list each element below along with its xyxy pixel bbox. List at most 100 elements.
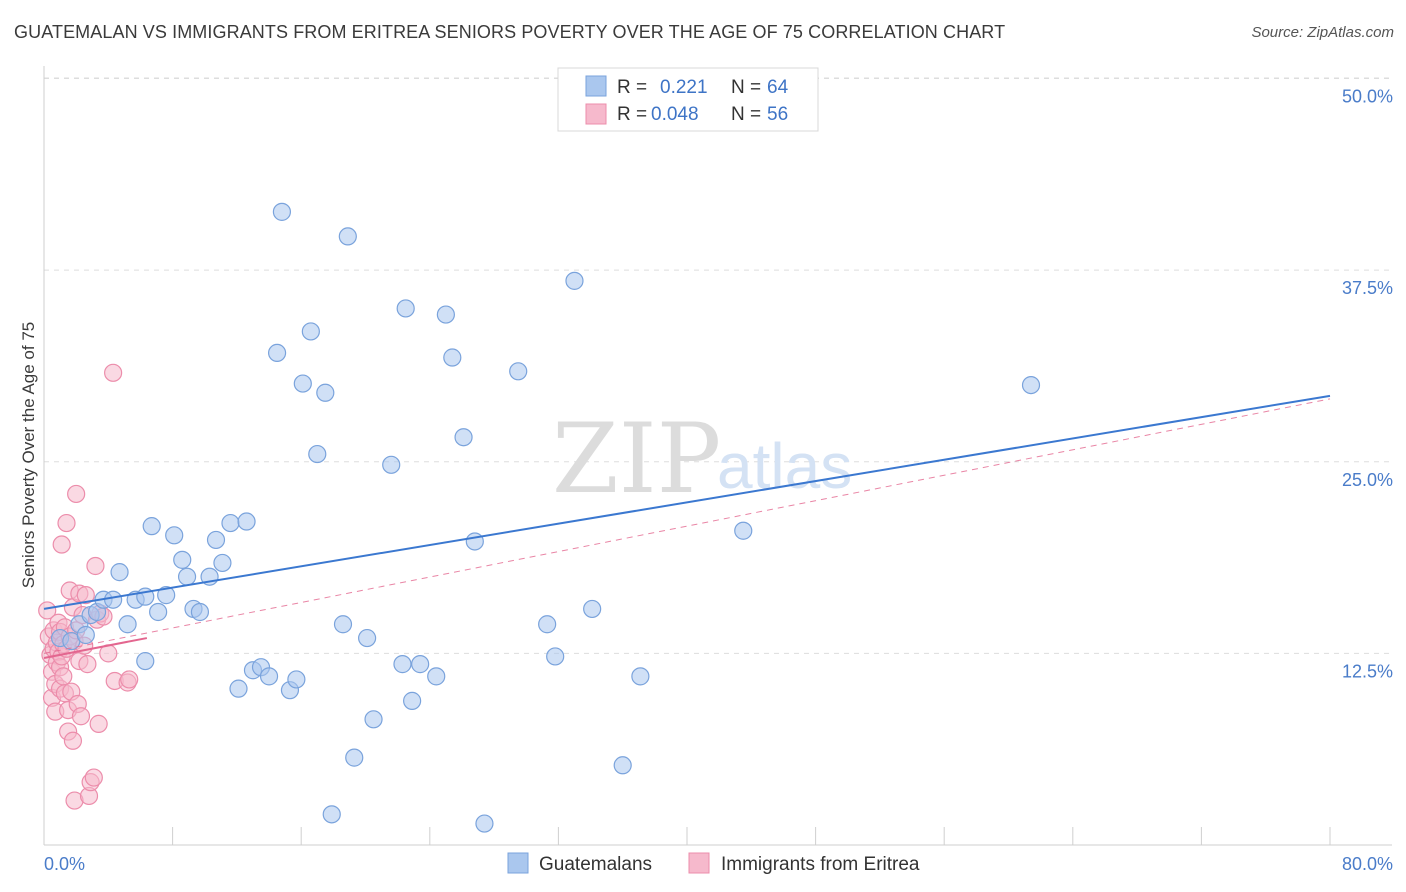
guatemalans-point-15 bbox=[157, 586, 176, 605]
eritrea-point-42 bbox=[78, 655, 97, 674]
guatemalans-point-56 bbox=[538, 615, 557, 634]
guatemalans-point-38 bbox=[322, 805, 341, 824]
grid-layer bbox=[44, 77, 1392, 654]
guatemalans-point-61 bbox=[631, 667, 650, 686]
top-legend: R = 0.221 N = 64 R = 0.048 N = 56 bbox=[557, 67, 819, 132]
guatemalans-point-8 bbox=[110, 563, 129, 582]
eritrea-point-33 bbox=[67, 484, 86, 504]
guatemalans-point-14 bbox=[149, 602, 168, 622]
guatemalans-point-26 bbox=[237, 512, 256, 531]
legend-r-value-1: 0.221 bbox=[660, 77, 708, 98]
legend-swatch-eritrea bbox=[585, 103, 607, 125]
guatemalans-point-42 bbox=[358, 628, 377, 648]
eritrea-point-0 bbox=[38, 601, 57, 620]
guatemalans-point-25 bbox=[229, 679, 248, 698]
eritrea-point-45 bbox=[84, 768, 103, 787]
guatemalans-point-54 bbox=[475, 814, 494, 833]
guatemalans-point-7 bbox=[104, 590, 123, 609]
eritrea-point-55 bbox=[120, 670, 139, 689]
legend-n-label-2: N = bbox=[731, 104, 761, 125]
guatemalans-point-49 bbox=[427, 667, 446, 686]
guatemalans-point-62 bbox=[734, 521, 753, 540]
series-guatemalans bbox=[50, 202, 1041, 833]
legend-n-label-1: N = bbox=[731, 77, 761, 98]
guatemalans-point-46 bbox=[396, 299, 415, 318]
bottom-legend-swatch-guatemalans bbox=[507, 852, 529, 874]
legend-n-value-1: 64 bbox=[767, 77, 789, 98]
source-label: Source: ZipAtlas.com bbox=[1251, 24, 1394, 41]
bottom-legend-swatch-eritrea bbox=[688, 852, 710, 874]
guatemalans-point-48 bbox=[411, 655, 430, 674]
guatemalans-point-13 bbox=[142, 517, 161, 536]
guatemalans-point-59 bbox=[583, 599, 602, 619]
y-tick-label-1: 25.0% bbox=[1342, 470, 1393, 490]
legend-r-value-2: 0.048 bbox=[651, 104, 699, 125]
guatemalans-point-36 bbox=[308, 444, 327, 464]
guatemalans-point-20 bbox=[190, 602, 210, 622]
eritrea-point-48 bbox=[89, 714, 108, 733]
legend-n-value-2: 56 bbox=[767, 104, 788, 125]
eritrea-point-22 bbox=[57, 513, 76, 533]
eritrea-point-38 bbox=[71, 707, 91, 726]
eritrea-point-19 bbox=[54, 667, 73, 686]
guatemalans-point-60 bbox=[613, 756, 632, 775]
guatemalans-point-9 bbox=[118, 615, 137, 634]
guatemalans-point-57 bbox=[546, 647, 565, 666]
axis-layer: 12.5% 25.0% 37.5% 50.0% 0.0% 80.0% bbox=[43, 66, 1393, 874]
guatemalans-point-47 bbox=[403, 691, 422, 710]
guatemalans-trend-line bbox=[43, 394, 1331, 610]
eritrea-point-16 bbox=[52, 535, 71, 554]
guatemalans-point-33 bbox=[287, 670, 306, 689]
guatemalans-point-41 bbox=[345, 748, 364, 767]
guatemalans-point-24 bbox=[221, 513, 240, 533]
guatemalans-point-45 bbox=[393, 655, 412, 674]
guatemalans-point-43 bbox=[364, 710, 383, 729]
eritrea-point-52 bbox=[104, 363, 123, 382]
eritrea-trend-line bbox=[43, 637, 148, 659]
eritrea-point-46 bbox=[86, 556, 105, 576]
guatemalans-point-18 bbox=[177, 567, 197, 586]
guatemalans-point-16 bbox=[165, 526, 184, 545]
guatemalans-point-52 bbox=[454, 428, 473, 447]
y-axis-title: Seniors Poverty Over the Age of 75 bbox=[19, 322, 38, 588]
chart-title: GUATEMALAN VS IMMIGRANTS FROM ERITREA SE… bbox=[14, 22, 1006, 42]
legend-swatch-guatemalans bbox=[585, 75, 607, 97]
guatemalans-point-51 bbox=[443, 348, 462, 367]
guatemalans-point-55 bbox=[509, 362, 528, 381]
guatemalans-point-50 bbox=[436, 305, 455, 324]
guatemalans-point-63 bbox=[1021, 376, 1041, 395]
legend-r-label-1: R = bbox=[617, 77, 647, 98]
bottom-legend-label-guatemalans: Guatemalans bbox=[539, 854, 652, 875]
guatemalans-point-58 bbox=[565, 271, 584, 290]
guatemalans-point-34 bbox=[293, 374, 312, 393]
guatemalans-point-39 bbox=[333, 615, 353, 634]
guatemalans-point-22 bbox=[206, 530, 226, 550]
guatemalans-point-37 bbox=[316, 383, 335, 402]
guatemalans-point-31 bbox=[272, 202, 292, 221]
legend-r-label-2: R = bbox=[617, 104, 647, 125]
series-immigrants-from-eritrea bbox=[38, 363, 139, 810]
bottom-legend: Guatemalans Immigrants from Eritrea bbox=[507, 852, 920, 875]
watermark-zip: ZIP bbox=[552, 403, 721, 515]
x-tick-label-0: 0.0% bbox=[44, 854, 85, 874]
watermark-atlas: atlas bbox=[717, 430, 852, 502]
eritrea-point-30 bbox=[63, 731, 83, 750]
guatemalans-point-17 bbox=[173, 550, 192, 569]
guatemalans-point-12 bbox=[136, 651, 155, 671]
x-tick-label-1: 80.0% bbox=[1342, 854, 1393, 874]
guatemalans-point-3 bbox=[76, 625, 95, 645]
guatemalans-point-40 bbox=[338, 227, 357, 246]
bottom-legend-label-eritrea: Immigrants from Eritrea bbox=[721, 854, 920, 875]
guatemalans-point-23 bbox=[213, 553, 232, 573]
reference-trend-line bbox=[43, 398, 1331, 654]
guatemalans-point-44 bbox=[382, 455, 401, 474]
guatemalans-point-53 bbox=[465, 532, 484, 551]
eritrea-point-41 bbox=[76, 586, 95, 605]
y-tick-label-2: 37.5% bbox=[1342, 278, 1393, 298]
guatemalans-point-29 bbox=[259, 667, 279, 686]
trend-layer bbox=[43, 394, 1331, 659]
guatemalans-point-30 bbox=[267, 343, 287, 363]
y-tick-label-0: 12.5% bbox=[1342, 661, 1393, 681]
y-tick-label-3: 50.0% bbox=[1342, 87, 1393, 107]
